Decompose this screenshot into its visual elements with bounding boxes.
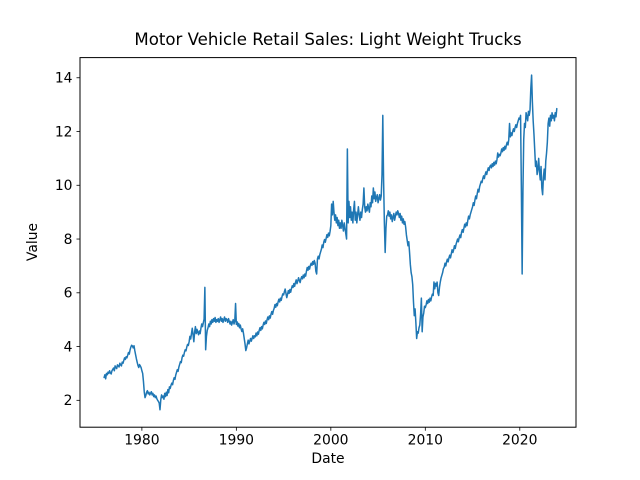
chart-title: Motor Vehicle Retail Sales: Light Weight… [134,30,522,49]
x-tick-label: 2010 [408,433,443,449]
x-tick-label: 1990 [219,433,254,449]
y-tick-label: 8 [64,232,73,248]
sales-line-series [103,74,558,411]
y-tick-label: 2 [64,393,73,409]
axis-ticks: 1980 1990 2000 2010 2020 2 4 6 8 10 12 14 [55,71,538,449]
axes-frame [79,57,577,428]
x-axis-label: Date [311,451,345,467]
y-tick-label: 6 [64,286,73,302]
y-tick-label: 14 [55,71,73,87]
y-tick-label: 10 [55,178,73,194]
x-tick-label: 2000 [313,433,348,449]
line-series-group [103,74,558,411]
x-tick-label: 2020 [502,433,537,449]
y-tick-label: 12 [55,124,73,140]
y-tick-label: 4 [64,339,73,355]
x-tick-label: 1980 [124,433,159,449]
